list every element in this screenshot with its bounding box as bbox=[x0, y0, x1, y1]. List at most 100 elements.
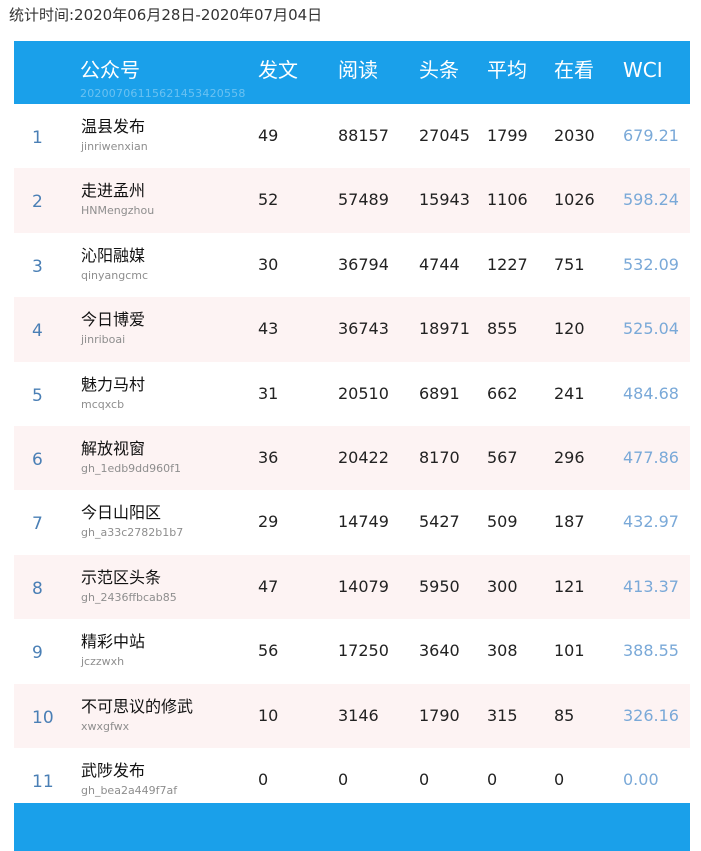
table-row: 10 不可思议的修武 xwxgfwx 10 3146 1790 315 85 326.16 bbox=[14, 683, 690, 748]
looking-cell: 241 bbox=[554, 383, 585, 403]
account-id: gh_bea2a449f7af bbox=[81, 783, 178, 797]
posts-cell: 43 bbox=[258, 319, 279, 339]
average-cell: 0 bbox=[487, 769, 498, 789]
headline-cell: 4744 bbox=[419, 254, 460, 274]
table-row: 2 走进孟州 HNMengzhou 52 57489 15943 1106 1026 598.2… bbox=[14, 168, 690, 233]
table-row: 11 武陟发布 gh_bea2a449f7af 0 0 0 0 0 0.00 bbox=[14, 747, 690, 813]
wci-cell: 413.37 bbox=[623, 576, 679, 596]
wci-cell: 388.55 bbox=[623, 641, 679, 661]
reads-cell: 36794 bbox=[338, 254, 389, 274]
posts-cell: 29 bbox=[258, 512, 279, 532]
header-average: 平均 bbox=[487, 58, 527, 82]
rank-cell: 4 bbox=[32, 321, 43, 342]
rank-cell: 3 bbox=[32, 256, 43, 277]
account-id: jinriboai bbox=[81, 333, 126, 347]
account-name: 魅力马村 bbox=[81, 374, 146, 394]
average-cell: 315 bbox=[487, 705, 518, 725]
headline-cell: 8170 bbox=[419, 447, 460, 467]
account-id: gh_a33c2782b1b7 bbox=[81, 526, 184, 540]
header-posts: 发文 bbox=[258, 58, 298, 82]
account-id: HNMengzhou bbox=[81, 204, 155, 218]
account-name: 解放视窗 bbox=[81, 438, 146, 458]
posts-cell: 36 bbox=[258, 447, 279, 467]
looking-cell: 0 bbox=[554, 769, 565, 789]
account-name: 今日博爱 bbox=[81, 310, 146, 330]
account-id: mcqxcb bbox=[81, 397, 125, 411]
posts-cell: 30 bbox=[258, 254, 279, 274]
account-id: gh_1edb9dd960f1 bbox=[81, 461, 182, 475]
wci-cell: 598.24 bbox=[623, 190, 679, 210]
wci-cell: 477.86 bbox=[623, 447, 679, 467]
reads-cell: 20422 bbox=[338, 447, 389, 467]
account-id: jinriwenxian bbox=[81, 140, 148, 153]
account-name: 温县发布 bbox=[81, 117, 146, 136]
table-footer-bar bbox=[14, 803, 690, 851]
header-watermark: 20200706115621453420558 bbox=[80, 87, 246, 100]
account-name: 走进孟州 bbox=[81, 181, 146, 201]
average-cell: 300 bbox=[487, 576, 518, 596]
wci-cell: 532.09 bbox=[623, 254, 679, 274]
header-wci: WCI bbox=[623, 58, 663, 82]
posts-cell: 49 bbox=[258, 126, 279, 145]
table-row: 7 今日山阳区 gh_a33c2782b1b7 29 14749 5427 509 187 43… bbox=[14, 490, 690, 555]
posts-cell: 10 bbox=[258, 705, 279, 725]
looking-cell: 2030 bbox=[554, 126, 595, 145]
reads-cell: 3146 bbox=[338, 705, 379, 725]
reads-cell: 57489 bbox=[338, 190, 389, 210]
average-cell: 509 bbox=[487, 512, 518, 532]
looking-cell: 187 bbox=[554, 512, 585, 532]
reads-cell: 88157 bbox=[338, 126, 389, 145]
looking-cell: 1026 bbox=[554, 190, 595, 210]
looking-cell: 120 bbox=[554, 319, 585, 339]
account-name: 沁阳融媒 bbox=[81, 245, 146, 265]
looking-cell: 85 bbox=[554, 705, 575, 725]
average-cell: 662 bbox=[487, 383, 518, 403]
header-headline: 头条 bbox=[419, 58, 459, 82]
reads-cell: 0 bbox=[338, 769, 349, 789]
wci-cell: 484.68 bbox=[623, 383, 679, 403]
table-row: 8 示范区头条 gh_2436ffbcab85 47 14079 5950 300 121 41… bbox=[14, 554, 690, 620]
header-reads: 阅读 bbox=[338, 58, 378, 82]
posts-cell: 0 bbox=[258, 769, 269, 789]
reads-cell: 36743 bbox=[338, 319, 389, 339]
rank-cell: 7 bbox=[32, 514, 43, 535]
posts-cell: 56 bbox=[258, 641, 279, 661]
headline-cell: 5950 bbox=[419, 576, 460, 596]
account-name: 示范区头条 bbox=[81, 567, 162, 587]
table-row: 6 解放视窗 gh_1edb9dd960f1 36 20422 8170 567 296 477… bbox=[14, 425, 690, 491]
header-account: 公众号 bbox=[80, 58, 140, 82]
table-row: 1 温县发布 jinriwenxian 49 88157 27045 1799 2030 679… bbox=[14, 104, 690, 169]
wci-cell: 432.97 bbox=[623, 512, 679, 532]
reads-cell: 14749 bbox=[338, 512, 389, 532]
table-row: 5 魅力马村 mcqxcb 31 20510 6891 662 241 484.68 bbox=[14, 361, 690, 426]
table-body: 1 温县发布 jinriwenxian 49 88157 2 7 0 4 5 1799 2030 679… bbox=[14, 104, 690, 813]
reads-cell: 17250 bbox=[338, 641, 389, 661]
table-row: 3 沁阳融媒 qinyangcmc 30 36794 4744 1227 751 532.09 bbox=[14, 232, 690, 298]
wci-cell: 679.21 bbox=[623, 126, 679, 145]
average-cell: 1799 bbox=[487, 126, 528, 145]
looking-cell: 751 bbox=[554, 254, 585, 274]
rank-cell: 6 bbox=[32, 449, 43, 470]
rank-cell: 1 bbox=[32, 128, 43, 148]
average-cell: 1106 bbox=[487, 190, 528, 210]
headline-cell: 1790 bbox=[419, 705, 460, 725]
table-row: 4 今日博爱 jinriboai 43 36743 18971 855 120 525.04 bbox=[14, 297, 690, 362]
account-id: xwxgfwx bbox=[81, 719, 130, 733]
account-id: gh_2436ffbcab85 bbox=[81, 590, 177, 604]
period-label: 统计时间:2020年06月28日-2020年07月04日 bbox=[9, 6, 323, 24]
table-header: 公众号 发文 阅读 头条 平均 在看 WCI 20200706115621453… bbox=[14, 41, 690, 104]
headline-cell: 0 bbox=[419, 769, 430, 789]
table-row: 9 精彩中站 jczzwxh 56 17250 3640 308 101 388.55 bbox=[14, 619, 690, 684]
account-name: 今日山阳区 bbox=[81, 503, 162, 523]
rank-cell: 8 bbox=[32, 578, 43, 599]
reads-cell: 14079 bbox=[338, 576, 389, 596]
rank-cell: 9 bbox=[32, 643, 43, 664]
average-cell: 567 bbox=[487, 447, 518, 467]
headline-cell: 5427 bbox=[419, 512, 460, 532]
rank-cell: 5 bbox=[32, 385, 43, 406]
account-id: qinyangcmc bbox=[81, 268, 149, 282]
wci-cell: 326.16 bbox=[623, 705, 679, 725]
rank-cell: 2 bbox=[32, 192, 43, 213]
rank-cell: 11 bbox=[32, 771, 54, 792]
looking-cell: 296 bbox=[554, 447, 585, 467]
